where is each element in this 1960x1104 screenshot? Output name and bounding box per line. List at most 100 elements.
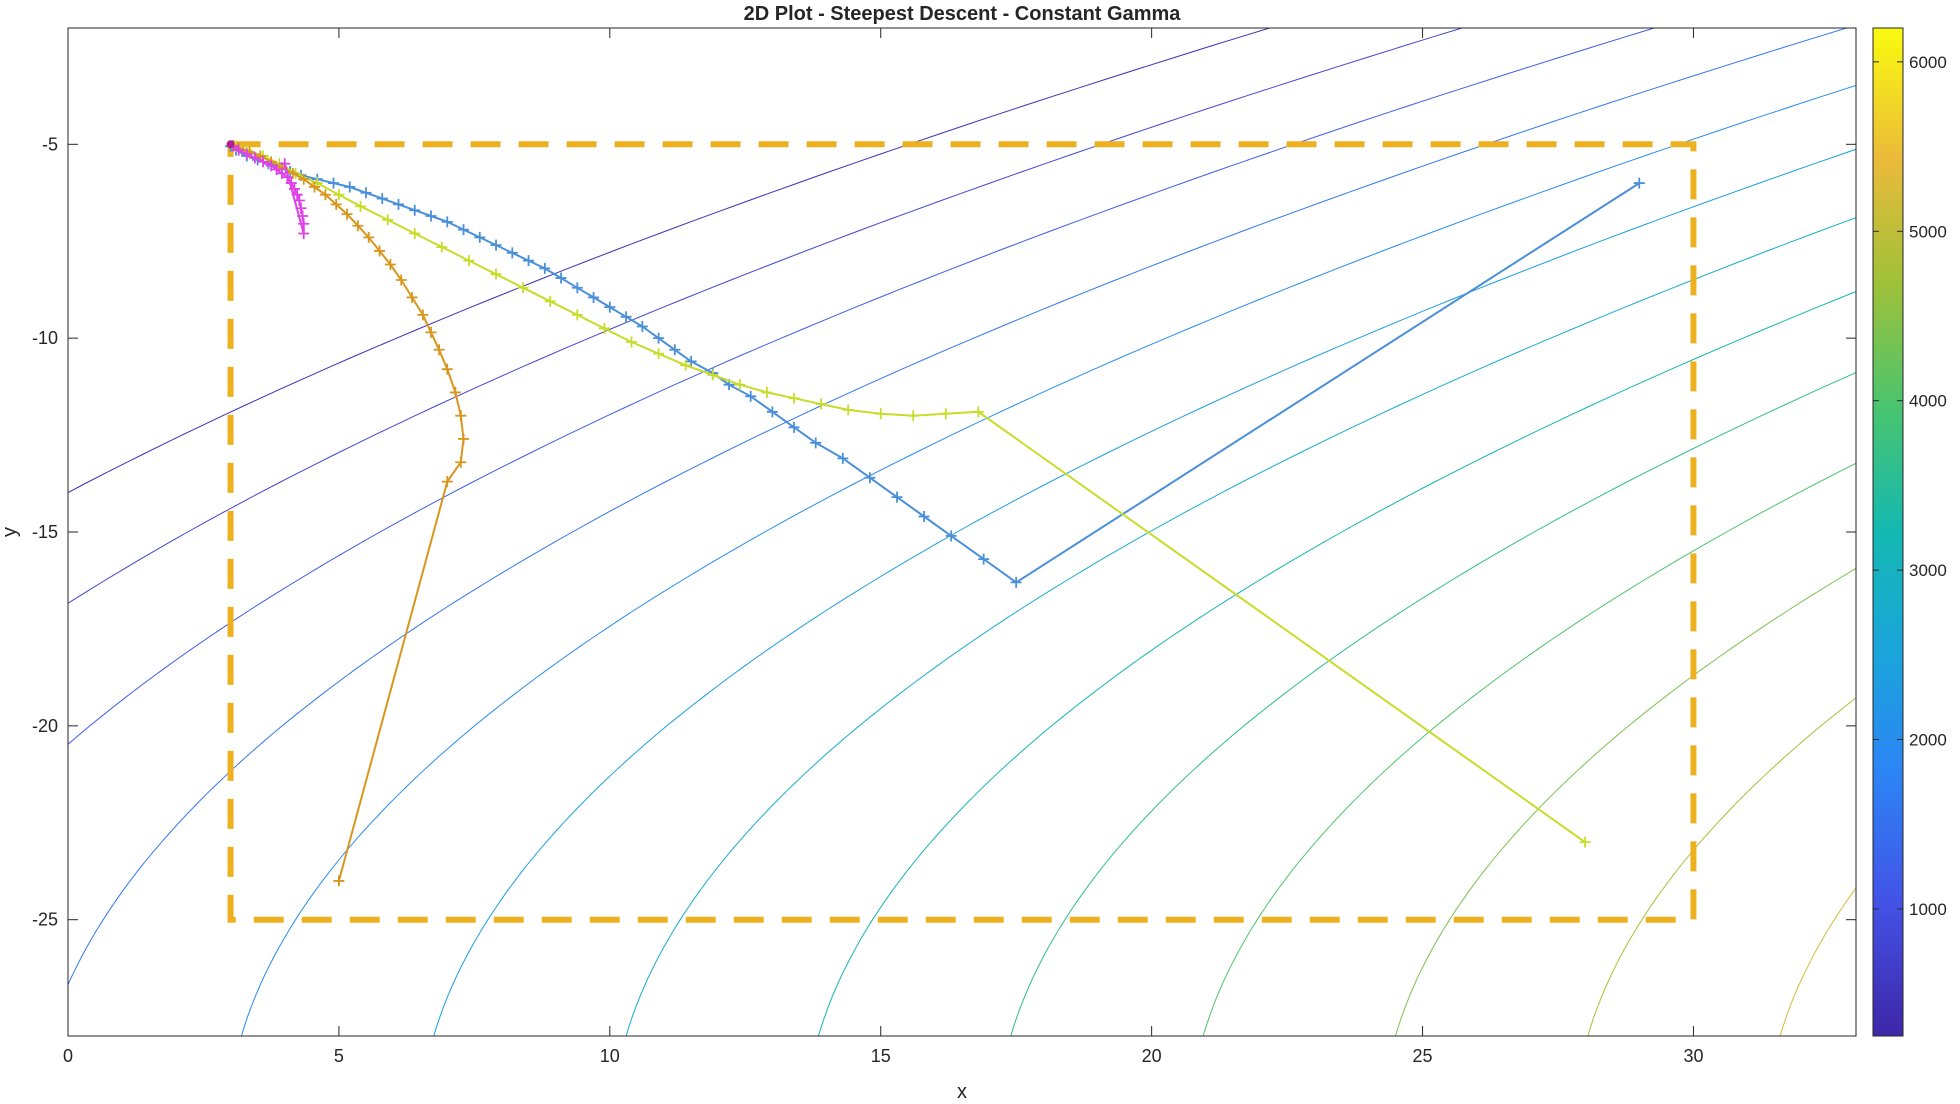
data-point <box>352 220 364 232</box>
data-point <box>333 189 345 201</box>
data-point <box>463 255 475 267</box>
data-point <box>355 200 367 212</box>
colorbar-tick-label: 5000 <box>1909 222 1947 241</box>
data-point <box>555 272 567 284</box>
data-point <box>458 433 470 445</box>
data-point <box>309 181 321 193</box>
x-tick-label: 25 <box>1413 1046 1433 1066</box>
data-point <box>517 282 529 294</box>
data-point <box>625 336 637 348</box>
data-point <box>409 204 421 216</box>
data-point <box>490 239 502 251</box>
data-point <box>598 322 610 334</box>
data-point <box>588 291 600 303</box>
data-point <box>455 456 467 468</box>
x-tick-label: 20 <box>1142 1046 1162 1066</box>
contour-line <box>1587 697 1856 1036</box>
colorbar-tick-label: 4000 <box>1909 392 1947 411</box>
data-point <box>707 369 719 381</box>
data-point <box>241 148 253 160</box>
data-point <box>384 258 396 270</box>
chart-title: 2D Plot - Steepest Descent - Constant Ga… <box>744 3 1182 25</box>
data-point <box>395 274 407 286</box>
data-point <box>360 187 372 199</box>
contour-line <box>1010 372 1856 1036</box>
data-point <box>417 309 429 321</box>
data-point <box>319 189 331 201</box>
data-point <box>333 875 345 887</box>
data-point <box>425 210 437 222</box>
data-point <box>918 510 930 522</box>
data-point <box>327 177 339 189</box>
data-point <box>376 193 388 205</box>
data-point <box>653 348 665 360</box>
data-point <box>875 408 887 420</box>
series-line <box>229 145 1640 584</box>
x-tick-label: 15 <box>871 1046 891 1066</box>
data-point <box>571 309 583 321</box>
data-point <box>945 530 957 542</box>
data-point <box>344 181 356 193</box>
data-point <box>815 398 827 410</box>
colorbar-tick-label: 6000 <box>1909 53 1947 72</box>
data-point <box>940 408 952 420</box>
colorbar-tick-label: 3000 <box>1909 561 1947 580</box>
colorbar-tick-label: 2000 <box>1909 731 1947 750</box>
series-layer <box>225 139 1645 887</box>
data-point <box>474 231 486 243</box>
data-point <box>298 173 310 185</box>
data-point <box>265 160 277 172</box>
data-point <box>539 262 551 274</box>
y-tick-label: -15 <box>32 522 58 542</box>
data-point <box>506 247 518 259</box>
data-point <box>382 214 394 226</box>
data-point <box>620 311 632 323</box>
y-tick-label: -25 <box>32 910 58 930</box>
data-point <box>249 152 261 164</box>
data-point <box>441 216 453 228</box>
contour-line <box>68 28 1656 746</box>
x-tick-label: 30 <box>1683 1046 1703 1066</box>
y-tick-label: -20 <box>32 716 58 736</box>
data-point <box>788 421 800 433</box>
data-point <box>842 404 854 416</box>
x-tick-label: 5 <box>334 1046 344 1066</box>
data-point <box>374 245 386 257</box>
constraint-box-layer <box>227 141 1697 923</box>
data-point <box>393 198 405 210</box>
data-point <box>298 227 310 239</box>
data-point <box>291 189 303 201</box>
data-point <box>409 227 421 239</box>
colorbar-tick-label: 1000 <box>1909 900 1947 919</box>
y-axis-ticks: -5 -10 -15 -20 -25 <box>32 134 1856 930</box>
data-point <box>891 491 903 503</box>
data-point <box>523 255 535 267</box>
data-point <box>837 452 849 464</box>
data-point <box>363 231 375 243</box>
data-point <box>745 390 757 402</box>
data-point <box>279 158 291 170</box>
data-point <box>257 156 269 168</box>
data-point <box>441 363 453 375</box>
y-tick-label: -5 <box>42 134 58 154</box>
start-point <box>226 140 235 149</box>
y-tick-label: -10 <box>32 328 58 348</box>
data-point <box>907 410 919 422</box>
data-point <box>1010 576 1022 588</box>
data-point <box>864 472 876 484</box>
data-point <box>425 326 437 338</box>
data-point <box>449 386 461 398</box>
contour-line <box>240 84 1856 1036</box>
x-tick-label: 0 <box>63 1046 73 1066</box>
contour-line <box>68 28 1272 494</box>
data-point <box>604 301 616 313</box>
data-point <box>636 321 648 333</box>
contour-line <box>817 291 1856 1036</box>
data-point <box>330 198 342 210</box>
colorbar <box>1872 27 1904 1037</box>
data-point <box>298 218 310 230</box>
plot-area <box>68 28 1856 1036</box>
data-point <box>490 268 502 280</box>
data-point <box>436 241 448 253</box>
